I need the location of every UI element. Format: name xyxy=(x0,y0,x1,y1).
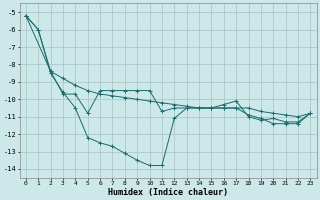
X-axis label: Humidex (Indice chaleur): Humidex (Indice chaleur) xyxy=(108,188,228,197)
